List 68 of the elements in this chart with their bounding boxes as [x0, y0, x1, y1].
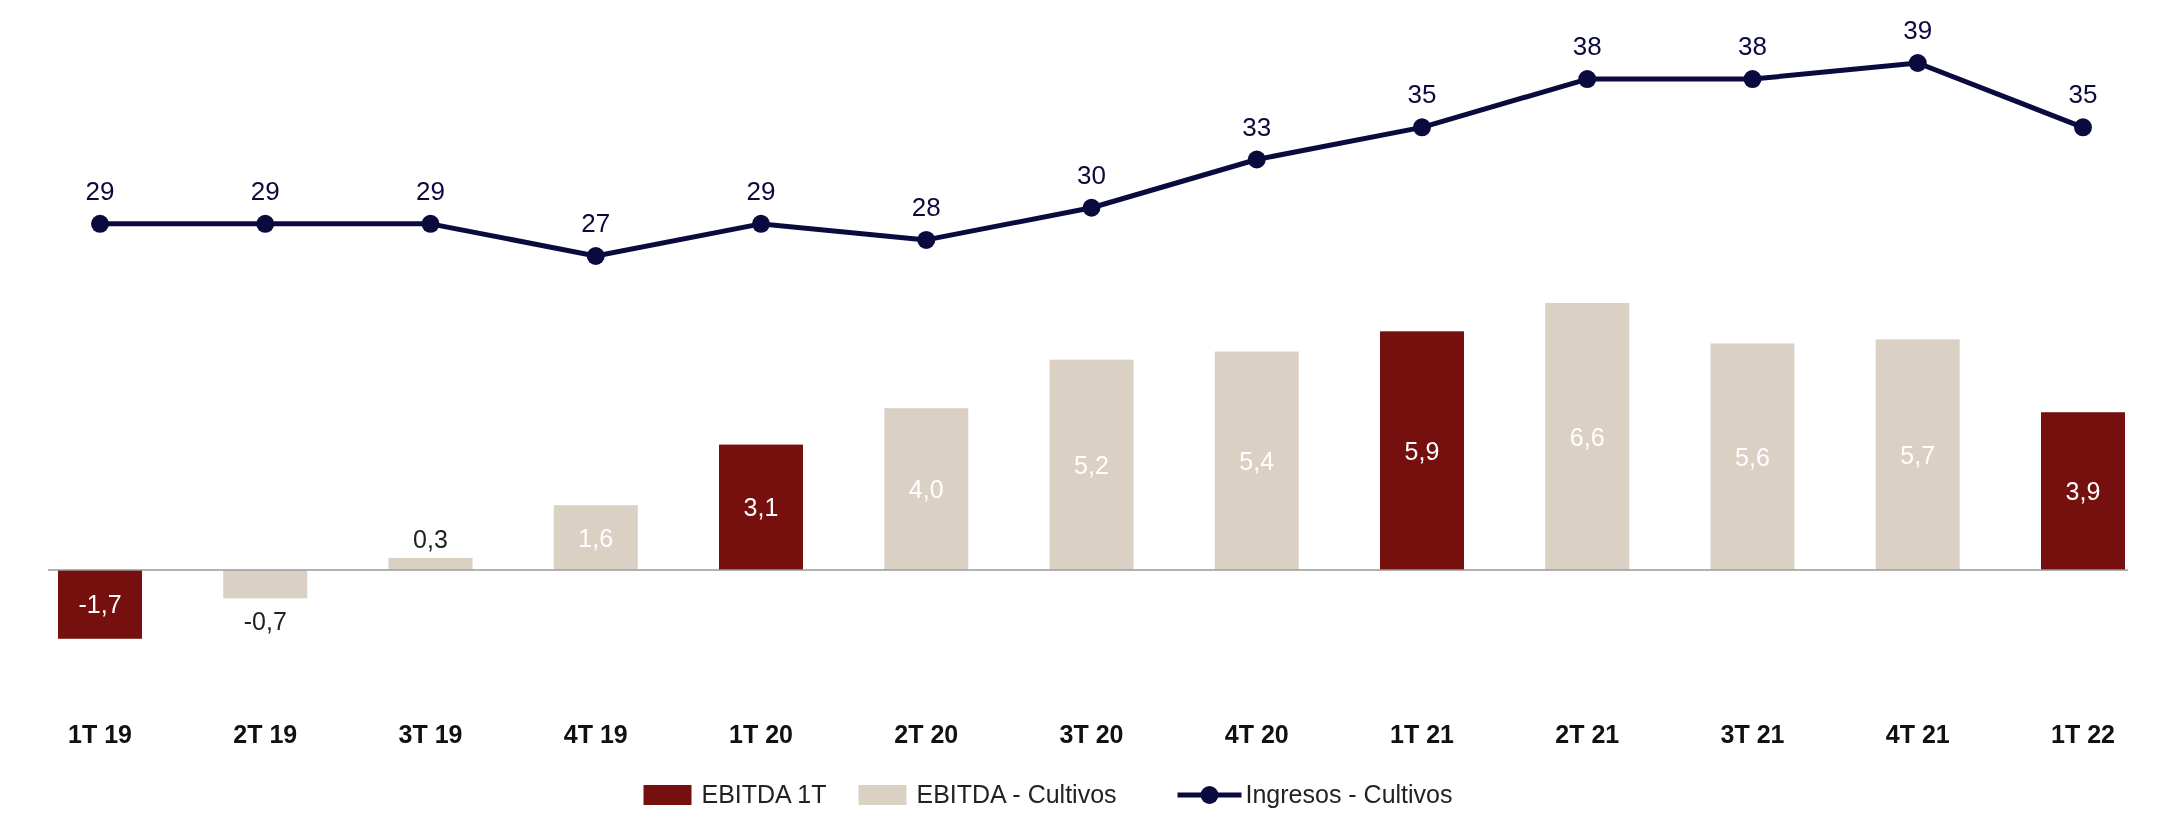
bar	[719, 444, 803, 570]
data-label: 39	[1903, 15, 1933, 45]
x-tick-label: 3T 19	[398, 720, 463, 748]
bar	[2041, 412, 2125, 570]
data-label: 3,1	[743, 493, 779, 522]
data-label: -0,7	[243, 607, 287, 636]
x-tick-label: 2T 19	[233, 720, 298, 748]
bar	[1875, 339, 1960, 570]
data-label: 5,6	[1735, 442, 1770, 471]
data-label: 28	[911, 191, 941, 222]
data-label: 38	[1738, 31, 1767, 62]
data-label: 33	[1242, 111, 1272, 142]
data-label: 30	[1077, 159, 1106, 190]
point	[2074, 118, 2092, 137]
bar	[1710, 343, 1795, 570]
point	[1743, 70, 1762, 89]
bar	[1214, 351, 1299, 570]
data-label: 29	[746, 175, 776, 206]
x-tick-label: 1T 22	[2051, 720, 2115, 748]
legend-label: Ingresos - Cultivos	[1245, 780, 1453, 808]
legend-label: EBITDA 1T	[701, 780, 827, 808]
x-tick-label: 1T 21	[1390, 720, 1455, 748]
point	[1082, 198, 1101, 217]
bar	[58, 570, 142, 639]
data-label: 38	[1572, 31, 1602, 62]
data-label: -1,7	[78, 590, 122, 619]
x-tick-label: 1T 20	[729, 720, 793, 748]
data-label: 5,7	[1900, 440, 1936, 469]
bar	[553, 505, 638, 570]
point	[752, 214, 770, 233]
x-tick-label: 1T 19	[68, 720, 132, 748]
data-label: 5,2	[1074, 450, 1109, 479]
point	[917, 230, 936, 249]
data-label: 5,9	[1404, 436, 1440, 465]
data-label: 29	[416, 175, 445, 206]
point	[1247, 150, 1266, 169]
data-label: 1,6	[578, 523, 614, 552]
point	[1908, 54, 1927, 72]
x-tick-label: 2T 20	[894, 720, 959, 748]
x-tick-label: 3T 20	[1059, 720, 1124, 748]
point	[256, 214, 275, 233]
bar	[223, 570, 308, 599]
point	[1413, 118, 1431, 137]
bar	[884, 408, 969, 570]
data-label: 35	[1407, 79, 1437, 110]
x-tick-label: 4T 20	[1224, 720, 1289, 748]
data-label: 35	[2068, 79, 2098, 110]
x-tick-label: 4T 21	[1885, 720, 1950, 748]
data-label: 29	[85, 175, 115, 206]
data-label: 3,9	[2065, 477, 2101, 506]
x-tick-label: 4T 19	[563, 720, 628, 748]
point	[586, 247, 605, 265]
point	[91, 214, 109, 233]
bar	[1049, 359, 1134, 570]
data-label: 4,0	[908, 475, 944, 504]
bar	[388, 557, 473, 570]
point	[421, 214, 440, 233]
data-label: 5,4	[1239, 446, 1275, 475]
legend-label: EBITDA - Cultivos	[916, 780, 1117, 808]
bar	[1380, 331, 1464, 570]
data-label: 0,3	[413, 524, 448, 553]
x-tick-label: 2T 21	[1555, 720, 1620, 748]
data-label: 29	[250, 175, 280, 206]
data-label: 6,6	[1569, 422, 1605, 451]
x-tick-label: 3T 21	[1720, 720, 1785, 748]
point	[1578, 70, 1597, 89]
data-label: 27	[581, 208, 611, 238]
bar	[1545, 303, 1630, 570]
